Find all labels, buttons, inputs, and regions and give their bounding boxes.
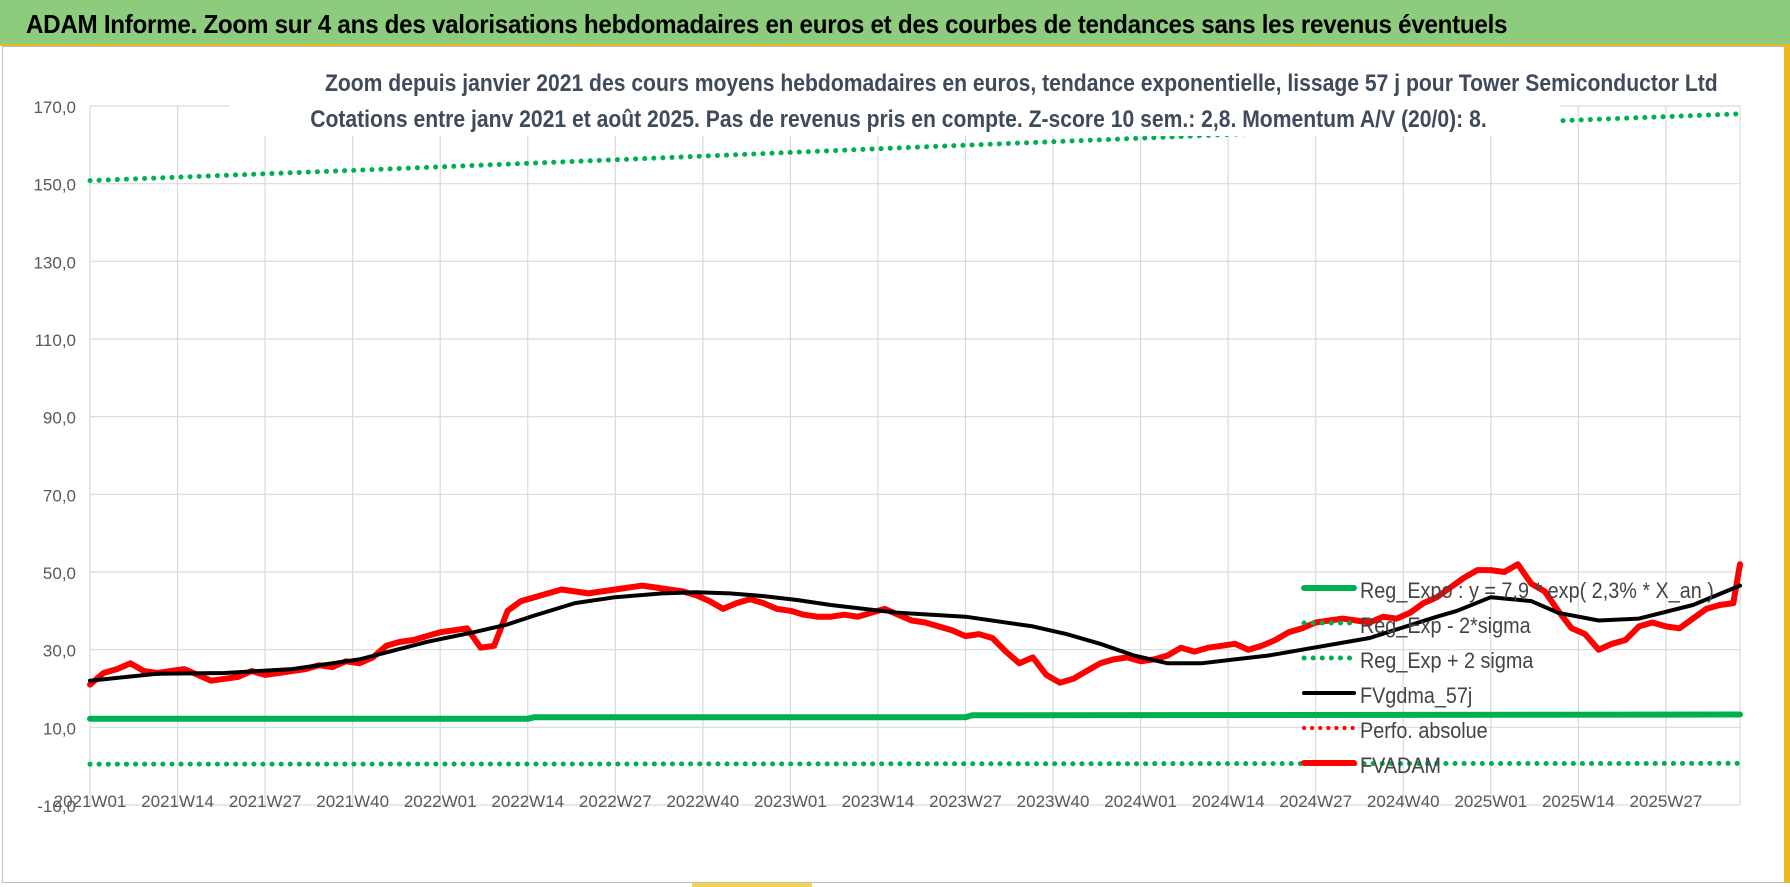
y-tick-label: 150,0 bbox=[33, 176, 76, 195]
legend-swatch bbox=[1301, 760, 1357, 766]
x-tick-label: 2023W27 bbox=[929, 792, 1002, 811]
legend-label: Reg_Exp + 2 sigma bbox=[1360, 648, 1534, 673]
y-tick-label: -10,0 bbox=[37, 797, 76, 816]
legend-item: FVADAM bbox=[1300, 753, 1720, 788]
report-banner: ADAM Informe. Zoom sur 4 ans des valoris… bbox=[0, 0, 1790, 46]
y-tick-label: 30,0 bbox=[43, 642, 76, 661]
legend-item: Reg_Expo : y = 7,9 * exp( 2,3% * X_an ) bbox=[1300, 578, 1720, 613]
x-tick-label: 2022W14 bbox=[491, 792, 564, 811]
x-tick-label: 2023W01 bbox=[754, 792, 827, 811]
legend-label: FVgdma_57j bbox=[1360, 683, 1473, 708]
x-tick-label: 2021W01 bbox=[54, 792, 127, 811]
x-tick-label: 2022W01 bbox=[404, 792, 477, 811]
x-tick-label: 2021W14 bbox=[141, 792, 214, 811]
chart-subtitle: Cotations entre janv 2021 et août 2025. … bbox=[230, 104, 1560, 136]
x-tick-label: 2022W40 bbox=[666, 792, 739, 811]
legend-swatch bbox=[1301, 655, 1357, 661]
right-accent-bar bbox=[1784, 46, 1790, 883]
x-axis: 2021W01 2021W14 2021W27 2021W40 2022W01 2022W… bbox=[54, 792, 1703, 811]
series-line bbox=[87, 711, 1743, 722]
x-tick-label: 2024W27 bbox=[1279, 792, 1352, 811]
x-tick-label: 2021W40 bbox=[316, 792, 389, 811]
legend-item: Reg_Exp + 2 sigma bbox=[1300, 648, 1720, 683]
y-tick-label: 50,0 bbox=[43, 564, 76, 583]
legend-label: Reg_Exp - 2*sigma bbox=[1360, 613, 1531, 638]
y-tick-label: 90,0 bbox=[43, 409, 76, 428]
legend-swatch bbox=[1302, 726, 1356, 730]
x-tick-label: 2025W14 bbox=[1542, 792, 1615, 811]
chart-legend: Reg_Expo : y = 7,9 * exp( 2,3% * X_an ) R… bbox=[1300, 578, 1720, 788]
legend-swatch bbox=[1301, 620, 1357, 626]
series-line bbox=[87, 760, 1743, 767]
legend-swatch bbox=[1301, 585, 1357, 591]
series-line bbox=[87, 561, 1743, 688]
legend-label: Reg_Expo : y = 7,9 * exp( 2,3% * X_an ) bbox=[1360, 578, 1714, 603]
legend-item: FVgdma_57j bbox=[1300, 683, 1720, 718]
x-tick-label: 2021W27 bbox=[229, 792, 302, 811]
x-tick-label: 2022W27 bbox=[579, 792, 652, 811]
series-line bbox=[88, 583, 1742, 683]
y-tick-label: 70,0 bbox=[43, 486, 76, 505]
report-title: ADAM Informe. Zoom sur 4 ans des valoris… bbox=[26, 9, 1508, 39]
legend-label: Perfo. absolue bbox=[1360, 718, 1488, 743]
legend-item: Reg_Exp - 2*sigma bbox=[1300, 613, 1720, 648]
y-tick-label: 130,0 bbox=[33, 253, 76, 272]
bottom-accent-bar bbox=[692, 883, 812, 887]
y-tick-label: 170,0 bbox=[33, 98, 76, 117]
y-tick-label: 110,0 bbox=[35, 331, 76, 350]
y-tick-label: 10,0 bbox=[43, 719, 76, 738]
x-tick-label: 2024W40 bbox=[1367, 792, 1440, 811]
chart-grid bbox=[89, 105, 1741, 806]
legend-swatch bbox=[1302, 691, 1356, 695]
y-axis: 170,0 150,0 130,0 110,0 90,0 70,0 50,0 30,0 10,0… bbox=[33, 98, 76, 816]
x-tick-label: 2024W01 bbox=[1104, 792, 1177, 811]
chart-title: Zoom depuis janvier 2021 des cours moyen… bbox=[230, 68, 1718, 100]
x-tick-label: 2025W27 bbox=[1630, 792, 1703, 811]
x-tick-label: 2023W40 bbox=[1017, 792, 1090, 811]
x-tick-label: 2025W01 bbox=[1454, 792, 1527, 811]
x-tick-label: 2023W14 bbox=[842, 792, 915, 811]
x-tick-label: 2024W14 bbox=[1192, 792, 1265, 811]
legend-label: FVADAM bbox=[1360, 753, 1442, 778]
legend-item: Perfo. absolue bbox=[1300, 718, 1720, 753]
